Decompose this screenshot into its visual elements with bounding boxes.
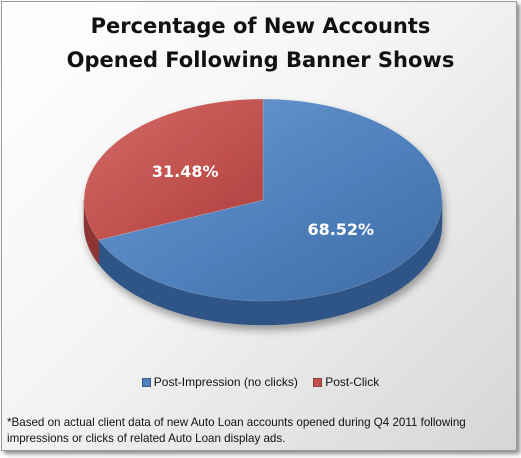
- data-label-post-click: 31.48%: [152, 162, 219, 181]
- chart-legend: Post-Impression (no clicks) Post-Click: [0, 375, 521, 390]
- chart-title-line1: Percentage of New Accounts: [90, 14, 431, 38]
- legend-swatch-post-click: [313, 377, 323, 387]
- chart-title-line2: Opened Following Banner Shows: [66, 48, 455, 72]
- pie-slice-post-click: [83, 98, 264, 241]
- footnote: *Based on actual client data of new Auto…: [7, 416, 466, 445]
- pie-slice-post-impression-no-clicks: [98, 98, 443, 302]
- legend-swatch-post-impression: [141, 377, 151, 387]
- legend-label-post-impression: Post-Impression (no clicks): [153, 375, 298, 389]
- data-label-post-impression-no-clicks: 68.52%: [307, 220, 374, 239]
- legend-item-post-impression: Post-Impression (no clicks): [141, 375, 298, 389]
- legend-item-post-click: Post-Click: [313, 375, 379, 389]
- legend-label-post-click: Post-Click: [325, 375, 380, 389]
